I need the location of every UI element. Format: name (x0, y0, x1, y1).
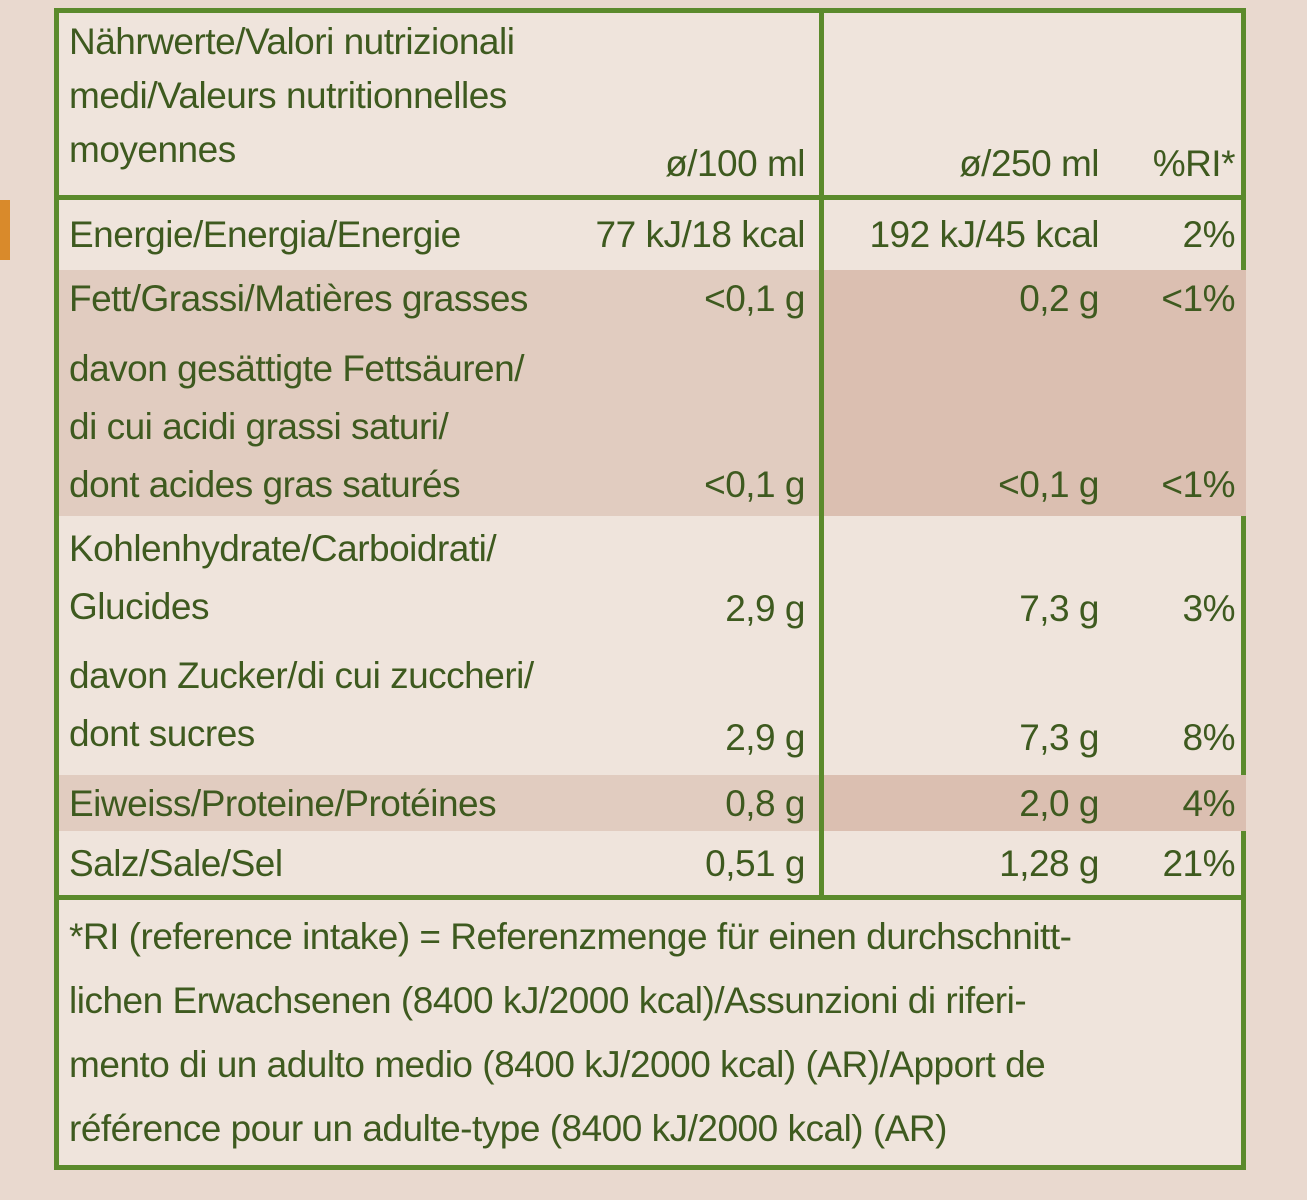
header-divider (59, 195, 1241, 200)
row-label: Kohlenhydrate/Carboidrati/ Glucides (69, 528, 497, 627)
header-per-100ml: ø/100 ml (665, 143, 805, 184)
row-value-ri: 2% (1182, 214, 1236, 255)
header-per-250ml: ø/250 ml (959, 143, 1099, 184)
row-value-100ml: <0,1 g (704, 278, 805, 319)
row-value-250ml: <0,1 g (998, 464, 1099, 505)
row-label: Energie/Energia/Energie (69, 214, 461, 255)
row-value-ri: 21% (1162, 843, 1235, 884)
row-value-250ml: 0,2 g (1019, 278, 1099, 319)
table-row: Eiweiss/Proteine/Protéines 0,8 g 2,0 g 4… (59, 775, 1246, 831)
nutrition-table: Nährwerte/Valori nutrizionali medi/Valeu… (54, 8, 1246, 1170)
table-row: davon gesättigte Fettsäuren/ di cui acid… (59, 330, 1246, 516)
row-value-250ml: 1,28 g (999, 843, 1099, 884)
table-row: Kohlenhydrate/Carboidrati/ Glucides 2,9 … (59, 518, 1241, 642)
row-value-100ml: 0,51 g (705, 843, 805, 884)
row-value-100ml: 77 kJ/18 kcal (595, 214, 806, 255)
row-value-ri: <1% (1161, 464, 1235, 505)
row-label: davon gesättigte Fettsäuren/ di cui acid… (69, 348, 524, 505)
row-label: Fett/Grassi/Matières grasses (69, 278, 528, 319)
table-row: davon Zucker/di cui zuccheri/ dont sucre… (59, 645, 1241, 771)
footnote-divider (59, 895, 1241, 900)
column-divider (819, 13, 824, 898)
table-row: Salz/Sale/Sel 0,51 g 1,28 g 21% (59, 835, 1241, 895)
row-value-100ml: 0,8 g (725, 783, 805, 824)
row-value-100ml: 2,9 g (725, 588, 805, 629)
row-value-250ml: 2,0 g (1019, 783, 1099, 824)
row-value-250ml: 7,3 g (1019, 588, 1099, 629)
table-header: Nährwerte/Valori nutrizionali medi/Valeu… (59, 13, 1241, 195)
row-label: Eiweiss/Proteine/Protéines (69, 783, 497, 824)
row-value-ri: 3% (1182, 588, 1236, 629)
table-row: Fett/Grassi/Matières grasses <0,1 g 0,2 … (59, 270, 1246, 330)
row-value-100ml: 2,9 g (725, 717, 805, 758)
footnote: *RI (reference intake) = Referenzmenge f… (69, 916, 1072, 1149)
header-ri: %RI* (1152, 143, 1236, 184)
row-value-ri: 8% (1182, 717, 1236, 758)
row-value-250ml: 192 kJ/45 kcal (869, 214, 1099, 255)
row-label: davon Zucker/di cui zuccheri/ dont sucre… (69, 655, 534, 754)
row-label: Salz/Sale/Sel (69, 843, 283, 884)
row-value-ri: 4% (1182, 783, 1236, 824)
row-value-ri: <1% (1161, 278, 1235, 319)
row-value-250ml: 7,3 g (1019, 717, 1099, 758)
header-label: Nährwerte/Valori nutrizionali medi/Valeu… (69, 21, 515, 170)
package-edge (0, 200, 10, 260)
row-value-100ml: <0,1 g (704, 464, 805, 505)
table-row: Energie/Energia/Energie 77 kJ/18 kcal 19… (59, 206, 1241, 264)
